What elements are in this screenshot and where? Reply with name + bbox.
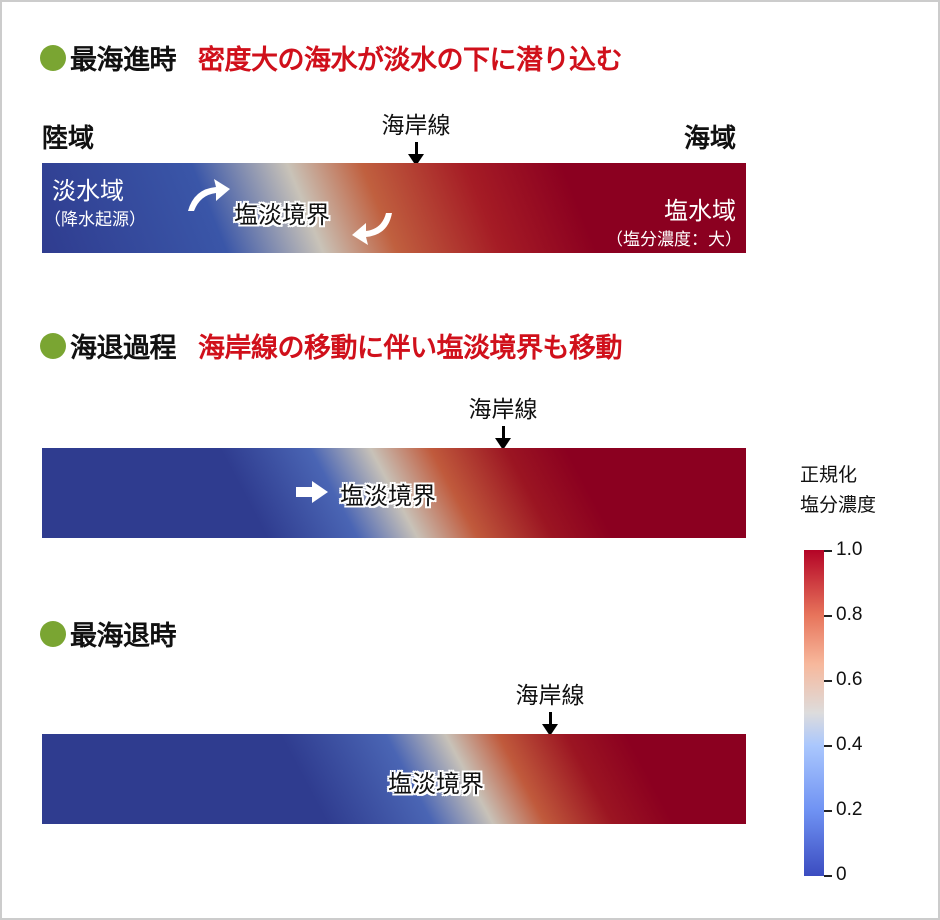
colorbar-tick-0.6: 0.6	[836, 669, 863, 690]
colorbar-tick-0: 0	[836, 864, 847, 885]
boundary-label: 塩淡境界	[234, 201, 330, 229]
down-arrow-icon	[414, 142, 418, 154]
freshwater-label: 淡水域	[52, 177, 124, 205]
salinity-band-regression-process: 塩淡境界	[42, 448, 746, 538]
sea-label: 海域	[684, 124, 737, 154]
saltwater-label: 塩水域	[664, 197, 736, 225]
colorbar	[804, 550, 824, 876]
section-heading-transgression: 最海進時 密度大の海水が淡水の下に潜り込む	[40, 38, 623, 77]
colorbar-tick-0.8: 0.8	[836, 604, 863, 625]
curved-arrow-up-icon	[188, 179, 230, 211]
coastline-marker: 海岸線	[500, 676, 600, 736]
bullet-dot-icon	[40, 44, 66, 71]
bullet-dot-icon	[40, 332, 66, 359]
land-label: 陸域	[42, 124, 95, 154]
section-subtitle: 密度大の海水が淡水の下に潜り込む	[198, 45, 623, 76]
section-heading-regression-max: 最海退時	[40, 614, 177, 653]
freshwater-sub: （降水起源）	[44, 210, 146, 230]
section-title: 最海進時	[70, 45, 177, 76]
section-title: 海退過程	[70, 333, 177, 364]
curved-arrow-down-icon	[352, 213, 392, 245]
salinity-band-regression-max: 塩淡境界	[42, 734, 746, 824]
section-title: 最海退時	[70, 621, 177, 652]
down-arrow-icon	[548, 712, 552, 724]
coastline-marker: 海岸線	[453, 390, 553, 450]
boundary-label: 塩淡境界	[340, 482, 436, 510]
salinity-band-transgression: 淡水域 （降水起源） 塩淡境界 塩水域 （塩分濃度：大）	[42, 163, 746, 253]
down-arrow-icon	[501, 426, 505, 438]
coastline-label: 海岸線	[468, 397, 538, 423]
section-heading-regression-process: 海退過程 海岸線の移動に伴い塩淡境界も移動	[40, 326, 623, 365]
coastline-label: 海岸線	[381, 113, 451, 139]
section-subtitle: 海岸線の移動に伴い塩淡境界も移動	[198, 333, 623, 364]
coastline-label: 海岸線	[515, 683, 585, 709]
coastline-marker: 海岸線	[366, 106, 466, 166]
colorbar-title: 正規化 塩分濃度	[800, 464, 877, 516]
right-arrow-icon	[296, 481, 328, 503]
colorbar-tick-1.0: 1.0	[836, 539, 863, 560]
saltwater-sub: （塩分濃度：大）	[606, 230, 742, 250]
boundary-label: 塩淡境界	[388, 770, 484, 798]
bullet-dot-icon	[40, 620, 66, 647]
colorbar-tick-0.4: 0.4	[836, 734, 863, 755]
colorbar-tick-0.2: 0.2	[836, 799, 863, 820]
